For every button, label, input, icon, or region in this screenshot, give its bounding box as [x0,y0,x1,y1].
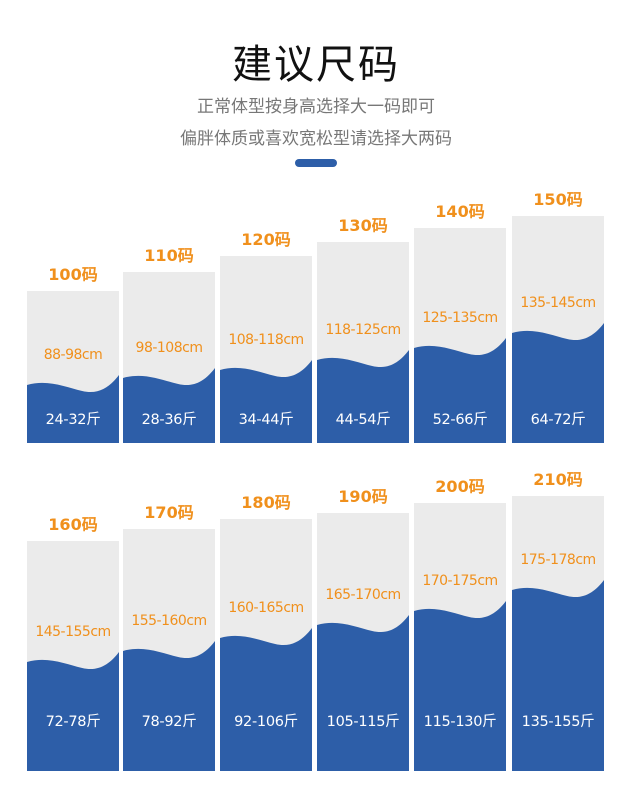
wave-shape [512,323,604,443]
height-range: 170-175cm [422,573,498,589]
wave-shape [123,368,215,443]
wave-shape [123,641,215,771]
size-label: 200码 [435,477,485,496]
size-card: 98-108cm 28-36斤 [123,272,215,443]
height-range: 155-160cm [131,613,207,629]
weight-range: 115-130斤 [423,714,497,730]
height-range: 88-98cm [43,347,103,363]
size-card: 88-98cm 24-32斤 [27,291,119,443]
weight-range: 24-32斤 [45,412,101,428]
size-card: 165-170cm 105-115斤 [317,513,409,771]
height-range: 165-170cm [325,587,401,603]
weight-range: 135-155斤 [521,714,595,730]
subtitle-normal-fit: 正常体型按身高选择大一码即可 [197,97,435,117]
height-range: 160-165cm [228,600,304,616]
size-card: 160-165cm 92-106斤 [220,519,312,771]
wave-shape [317,615,409,771]
page-title: 建议尺码 [232,42,400,88]
height-range: 135-145cm [520,295,596,311]
wave-fill [317,350,409,443]
size-card: 175-178cm 135-155斤 [512,496,604,771]
wave-shape [220,360,312,443]
wave-shape [414,601,506,771]
height-range: 125-135cm [422,310,498,326]
wave-fill [414,601,506,771]
wave-fill [220,360,312,443]
weight-range: 28-36斤 [141,412,197,428]
wave-fill [27,652,119,771]
weight-range: 92-106斤 [234,714,298,730]
wave-shape [27,375,119,443]
size-label: 120码 [241,230,291,249]
size-card: 145-155cm 72-78斤 [27,541,119,771]
wave-fill [414,338,506,443]
wave-fill [220,628,312,771]
size-label: 110码 [144,246,194,265]
height-range: 108-118cm [228,332,304,348]
weight-range: 34-44斤 [238,412,294,428]
size-card: 155-160cm 78-92斤 [123,529,215,771]
weight-range: 105-115斤 [326,714,400,730]
wave-fill [512,323,604,443]
size-label: 100码 [48,265,98,284]
size-label: 140码 [435,202,485,221]
weight-range: 44-54斤 [335,412,391,428]
subtitle-loose-fit: 偏胖体质或喜欢宽松型请选择大两码 [180,129,452,149]
size-card: 108-118cm 34-44斤 [220,256,312,443]
height-range: 145-155cm [35,624,111,640]
wave-shape [27,652,119,771]
size-label: 150码 [533,190,583,209]
title-accent-bar [295,159,337,167]
size-label: 160码 [48,515,98,534]
wave-shape [414,338,506,443]
height-range: 118-125cm [325,322,401,338]
wave-shape [317,350,409,443]
size-label: 180码 [241,493,291,512]
size-label: 190码 [338,487,388,506]
weight-range: 78-92斤 [141,714,197,730]
size-label: 130码 [338,216,388,235]
weight-range: 64-72斤 [530,412,586,428]
size-card: 125-135cm 52-66斤 [414,228,506,443]
wave-fill [123,368,215,443]
wave-fill [317,615,409,771]
size-card: 170-175cm 115-130斤 [414,503,506,771]
height-range: 98-108cm [135,340,203,356]
size-label: 210码 [533,470,583,489]
wave-shape [220,628,312,771]
size-label: 170码 [144,503,194,522]
wave-fill [512,580,604,771]
size-card: 118-125cm 44-54斤 [317,242,409,443]
weight-range: 72-78斤 [45,714,101,730]
height-range: 175-178cm [520,552,596,568]
weight-range: 52-66斤 [432,412,488,428]
wave-shape [512,580,604,771]
wave-fill [27,375,119,443]
size-card: 135-145cm 64-72斤 [512,216,604,443]
wave-fill [123,641,215,771]
